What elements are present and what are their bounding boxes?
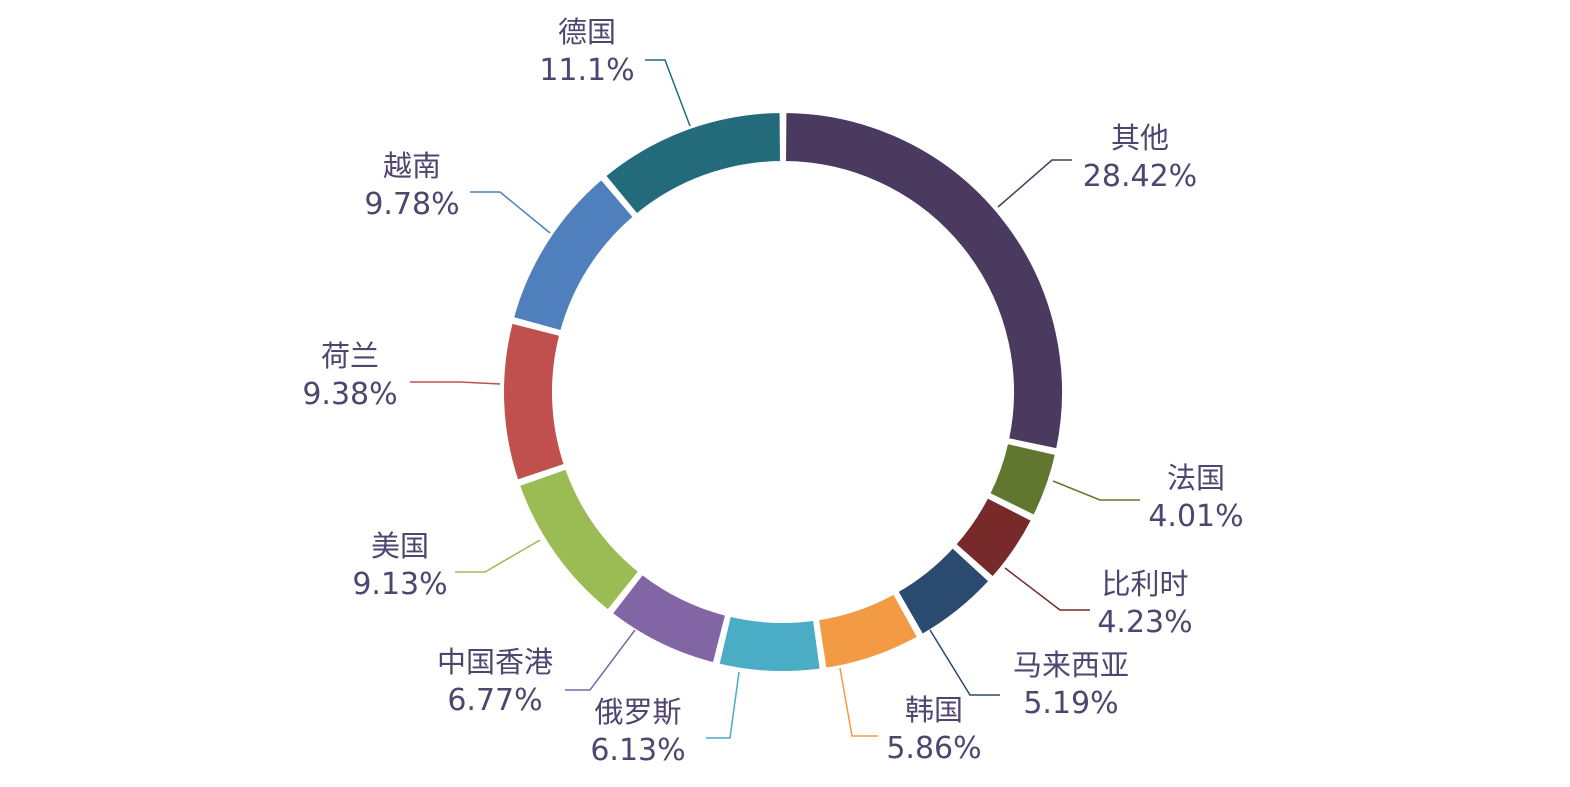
slice-8[interactable]: [502, 321, 567, 482]
slice-label-name: 韩国: [905, 693, 963, 727]
slice-label-name: 马来西亚: [1013, 648, 1129, 682]
leader-line-6: [565, 629, 636, 691]
slice-label-value: 6.77%: [447, 683, 542, 718]
slice-label-value: 5.19%: [1023, 686, 1118, 721]
slice-label-name: 比利时: [1101, 567, 1188, 601]
slice-label-name: 越南: [383, 149, 441, 183]
slice-label-value: 9.78%: [364, 187, 459, 222]
slice-label-name: 中国香港: [437, 645, 553, 679]
slice-10[interactable]: [603, 111, 783, 216]
slice-label-name: 法国: [1167, 461, 1225, 495]
leader-line-5: [706, 671, 740, 739]
slice-label-value: 4.01%: [1148, 499, 1243, 534]
slice-label-value: 11.1%: [539, 53, 634, 88]
leader-line-8: [410, 381, 501, 385]
slice-0[interactable]: [783, 111, 1064, 451]
slice-5[interactable]: [717, 614, 822, 673]
leader-line-7: [455, 539, 541, 573]
slice-1[interactable]: [987, 441, 1058, 518]
leader-line-4: [839, 667, 878, 737]
slice-label-name: 其他: [1111, 121, 1169, 155]
slice-6[interactable]: [610, 572, 728, 665]
slice-label-value: 4.23%: [1097, 605, 1192, 640]
leader-line-9: [470, 191, 551, 234]
slice-label-name: 德国: [558, 15, 616, 49]
slice-9[interactable]: [511, 177, 636, 333]
slice-3[interactable]: [896, 545, 991, 637]
slice-2[interactable]: [953, 495, 1034, 579]
slice-label-name: 俄罗斯: [594, 695, 681, 729]
slice-label-value: 28.42%: [1083, 159, 1197, 194]
slice-label-value: 9.38%: [302, 377, 397, 412]
slice-label-name: 荷兰: [321, 339, 379, 373]
slice-7[interactable]: [517, 467, 641, 612]
leader-line-10: [645, 59, 691, 127]
slice-label-name: 美国: [371, 529, 429, 563]
leader-line-3: [929, 629, 1000, 696]
donut-slices: [502, 111, 1064, 673]
leader-lines: [410, 59, 1140, 739]
slice-4[interactable]: [816, 592, 920, 670]
leader-line-2: [1004, 567, 1090, 611]
slice-label-value: 9.13%: [352, 567, 447, 602]
leader-line-0: [997, 159, 1072, 208]
slice-label-value: 6.13%: [590, 733, 685, 768]
slice-labels: 其他 28.42% 法国 4.01% 比利时 4.23% 马来西亚 5.19% 韩国 5.86% 俄…: [302, 15, 1243, 768]
slice-label-value: 5.86%: [886, 731, 981, 766]
leader-line-1: [1052, 480, 1140, 501]
